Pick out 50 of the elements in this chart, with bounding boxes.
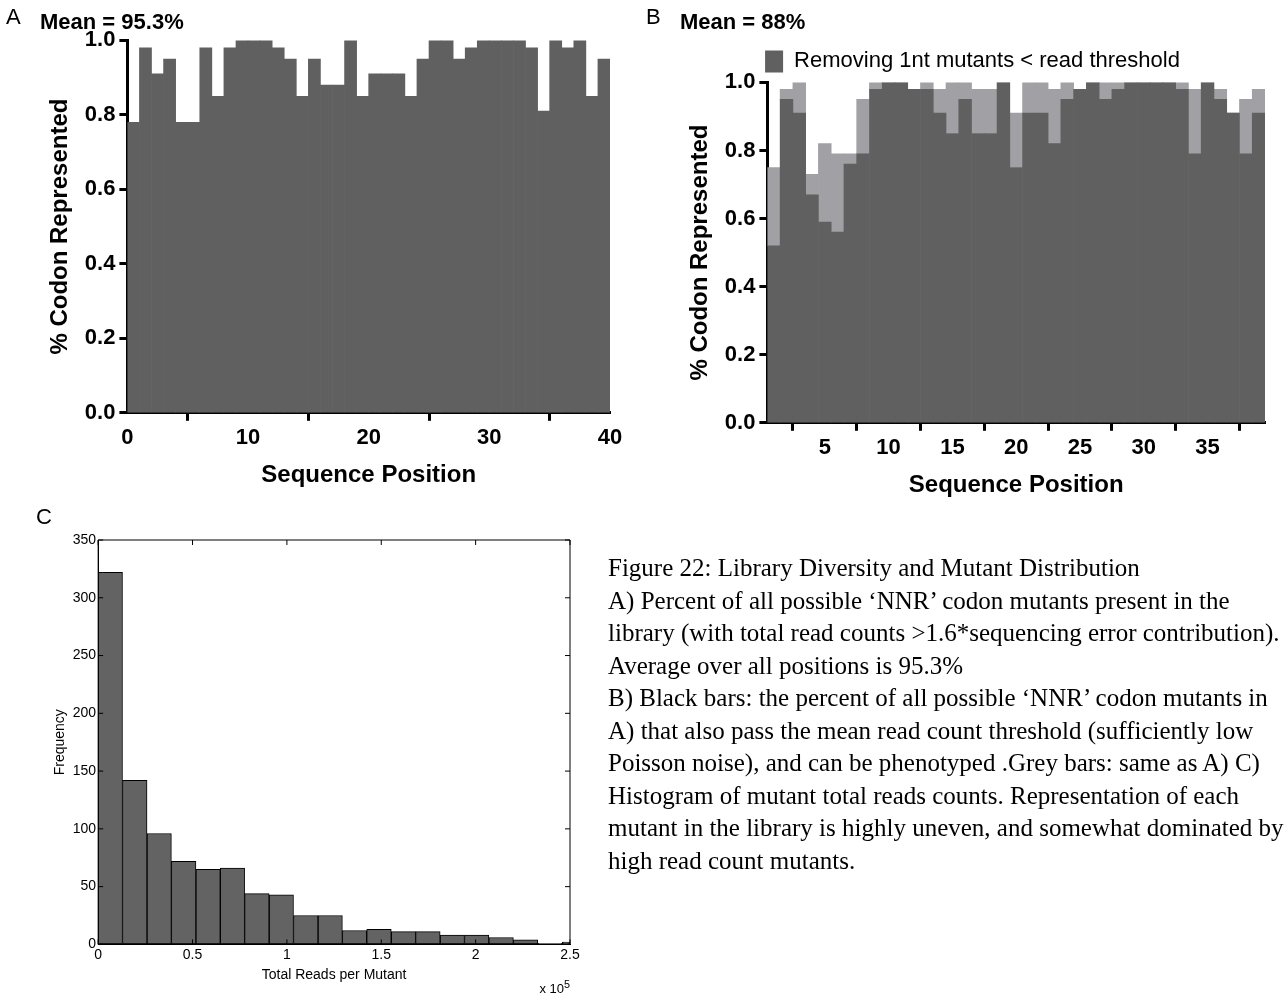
x-axis-title: Total Reads per Mutant (261, 966, 407, 983)
text: A (6, 4, 21, 30)
y-tick-label: 300 (72, 588, 97, 605)
x-axis-title: Sequence Position (908, 470, 1124, 498)
y-tick-label: 0.2 (84, 324, 116, 350)
x-tick-label: 10 (876, 434, 901, 460)
y-tick-label: 150 (72, 761, 97, 778)
text: B) Black bars: the percent of all possible ‘NNR’ codon mutants in A) that also pass the mean read count threshold (sufficiently low Poisson noise), and can be phenotyped .Grey bars: same as A) C) Histogram of mutant total reads counts. Representation of each mutant in the library is highly uneven, and somewhat dominated by high read count mutants. (608, 683, 1285, 876)
x-axis-title: Sequence Position (261, 460, 477, 488)
x-tick-label: 2.5 (560, 945, 580, 962)
y-tick-label: 200 (72, 704, 97, 721)
y-tick-label: 1.0 (724, 68, 756, 94)
x-tick-label: 0.5 (182, 945, 203, 962)
x-tick-label: 1.5 (371, 945, 392, 962)
y-tick-label: 0.8 (724, 136, 756, 162)
caption: Figure 22: Library Diversity and Mutant Distribution (608, 553, 1141, 583)
y-tick-label: 250 (72, 646, 97, 663)
x-tick-label: 25 (1067, 434, 1093, 460)
y-tick-label: 0.6 (724, 204, 756, 230)
y-axis-title: Frequency (51, 709, 68, 776)
y-tick-label: 0.0 (724, 408, 756, 434)
text: C (36, 504, 52, 530)
x-tick-label: 15 (940, 434, 965, 460)
x-tick-label: 35 (1195, 434, 1220, 460)
x-tick-label: 20 (356, 424, 381, 450)
x-tick-label: 30 (477, 424, 502, 450)
y-tick-label: 0.4 (84, 249, 117, 275)
y-tick-label: 350 (72, 530, 97, 547)
x-tick-label: 40 (597, 424, 623, 450)
y-tick-label: 0.0 (84, 398, 116, 424)
x-tick-label: 30 (1131, 434, 1157, 460)
y-tick-label: 100 (72, 819, 97, 836)
text: x 10$^{5}$ (539, 977, 570, 996)
y-tick-label: 0.8 (84, 100, 116, 126)
y-axis-title: % Codon Represented (45, 98, 73, 355)
y-tick-label: 0.4 (724, 272, 757, 298)
x-tick-label: 20 (1003, 434, 1029, 460)
x-tick-label: 10 (235, 424, 261, 450)
y-tick-label: 0.6 (84, 175, 116, 201)
x-tick-label: 0 (121, 424, 134, 450)
text: A) Percent of all possible ‘NNR’ codon mutants present in the library (with total read counts >1.6*sequencing error contribution). Average over all positions is 95.3% (608, 585, 1281, 681)
y-axis-title: % Codon Represented (685, 124, 713, 381)
x-tick-label: 1 (283, 945, 291, 962)
legend-label: Removing 1nt mutants < read threshold (794, 47, 1180, 73)
y-tick-label: 50 (80, 877, 97, 894)
x-tick-label: 5 (818, 434, 831, 460)
chart-title: Mean = 88% (680, 9, 806, 35)
text: B (646, 4, 661, 30)
x-tick-label: 2 (471, 945, 480, 962)
y-tick-label: 0.2 (724, 340, 756, 366)
